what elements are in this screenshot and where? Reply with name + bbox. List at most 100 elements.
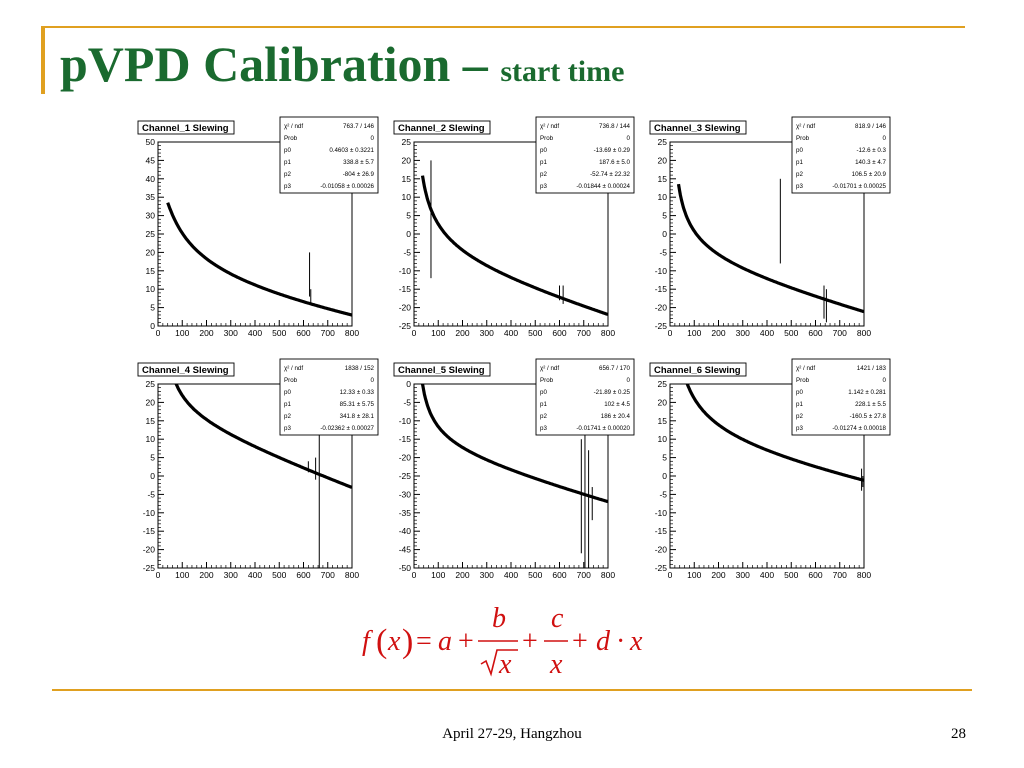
x-tick-label: 200 (199, 570, 213, 580)
stats-label: p2 (540, 171, 547, 178)
y-tick-label: 0 (150, 471, 155, 481)
chart-panel-5: -50-45-40-35-30-25-20-15-10-500 100 200 300… (386, 354, 640, 592)
x-tick-label: 0 (412, 328, 417, 338)
plot-data (420, 160, 608, 316)
footer-text: April 27-29, Hangzhou (442, 726, 582, 742)
y-tick-label: 10 (658, 434, 668, 444)
stats-value: 1.142 ± 0.281 (848, 389, 886, 396)
stats-label: χ² / ndf (796, 365, 815, 372)
stats-label: p1 (284, 401, 291, 408)
stats-box (791, 116, 891, 194)
x-tick-label: 100 (175, 328, 189, 338)
stats-value: -52.74 ± 22.32 (590, 171, 630, 178)
y-tick-label: -5 (659, 247, 667, 257)
x-tick-label: 200 (711, 570, 725, 580)
stats-box (535, 116, 635, 194)
stats-label: χ² / ndf (796, 123, 815, 130)
stats-label: p2 (796, 413, 803, 420)
stats-box (535, 358, 635, 436)
stats-value: 140.3 ± 4.7 (855, 159, 886, 166)
title-box (649, 120, 747, 135)
y-tick-label: 20 (146, 397, 156, 407)
x-tick-label: 0 (412, 570, 417, 580)
stats-label: p3 (540, 425, 547, 432)
y-tick-label: 5 (662, 453, 667, 463)
x-tick-label: 300 (480, 328, 494, 338)
x-tick-label: 300 (224, 328, 238, 338)
stats-value: 106.5 ± 20.9 (852, 171, 887, 178)
y-tick-label: 50 (146, 137, 156, 147)
stats-box (279, 358, 379, 436)
plot-data (166, 202, 352, 317)
y-tick-label: 10 (146, 284, 156, 294)
stats-label: p2 (796, 171, 803, 178)
title-box (393, 362, 491, 377)
stats-value: 0 (627, 135, 631, 142)
stats-value: 0 (371, 377, 375, 384)
y-tick-label: 15 (146, 416, 156, 426)
x-tick-label: 500 (272, 570, 286, 580)
stats-label: χ² / ndf (284, 365, 303, 372)
y-tick-label: 0 (662, 471, 667, 481)
y-tick-label: 5 (150, 453, 155, 463)
formula-sqrt-sign (480, 649, 518, 677)
formula-plus3: + (572, 626, 588, 657)
formula-plus1: + (458, 626, 474, 657)
stats-label: p1 (796, 159, 803, 166)
title-box (393, 120, 491, 135)
stats-value: -804 ± 26.9 (343, 171, 375, 178)
stats-value: 341.8 ± 28.1 (340, 413, 375, 420)
x-tick-label: 600 (808, 570, 822, 580)
y-tick-label: -5 (403, 247, 411, 257)
y-tick-label: 40 (146, 174, 156, 184)
formula-rparen: ) (402, 623, 413, 660)
stats-label: p3 (540, 183, 547, 190)
y-tick-label: -10 (399, 266, 412, 276)
stats-label: p3 (796, 425, 803, 432)
stats-value: 12.33 ± 0.33 (340, 389, 375, 396)
title-main: pVPD Calibration – (60, 36, 488, 92)
x-tick-label: 100 (687, 328, 701, 338)
chart-title: Channel_3 Slewing (654, 123, 741, 134)
stats-value: 1838 / 152 (345, 365, 375, 372)
x-tick-label: 700 (833, 570, 847, 580)
stats-value: -0.02362 ± 0.00027 (320, 425, 374, 432)
y-tick-label: 10 (402, 192, 412, 202)
stats-label: p1 (540, 159, 547, 166)
x-tick-label: 600 (296, 328, 310, 338)
y-tick-label: -35 (399, 508, 412, 518)
y-tick-label: 25 (146, 379, 156, 389)
y-tick-label: -30 (399, 489, 412, 499)
title-box (137, 120, 235, 135)
y-tick-label: 20 (658, 155, 668, 165)
x-tick-label: 400 (760, 570, 774, 580)
x-tick-label: 100 (175, 570, 189, 580)
x-tick-label: 400 (504, 328, 518, 338)
stats-value: 186 ± 20.4 (601, 413, 631, 420)
y-tick-label: 20 (402, 155, 412, 165)
stats-value: 0.4603 ± 0.3221 (329, 147, 374, 154)
y-tick-label: -10 (143, 508, 156, 518)
stats-label: Prob (540, 377, 554, 384)
plot-data (676, 178, 864, 323)
x-tick-label: 500 (528, 328, 542, 338)
y-tick-label: 15 (402, 174, 412, 184)
stats-value: -0.01058 ± 0.00026 (320, 183, 374, 190)
y-tick-label: -25 (143, 563, 156, 573)
stats-value: -13.69 ± 0.29 (594, 147, 631, 154)
y-tick-label: 0 (406, 229, 411, 239)
x-tick-label: 700 (577, 570, 591, 580)
y-tick-label: 30 (146, 211, 156, 221)
stats-label: Prob (540, 135, 554, 142)
x-tick-label: 400 (504, 570, 518, 580)
stats-value: 85.31 ± 5.75 (340, 401, 375, 408)
x-tick-label: 100 (431, 328, 445, 338)
y-tick-label: 25 (658, 137, 668, 147)
stats-value: 338.8 ± 5.7 (343, 159, 374, 166)
x-tick-label: 800 (345, 328, 359, 338)
x-tick-label: 400 (760, 328, 774, 338)
stats-value: 656.7 / 170 (599, 365, 631, 372)
y-tick-label: -10 (655, 508, 668, 518)
